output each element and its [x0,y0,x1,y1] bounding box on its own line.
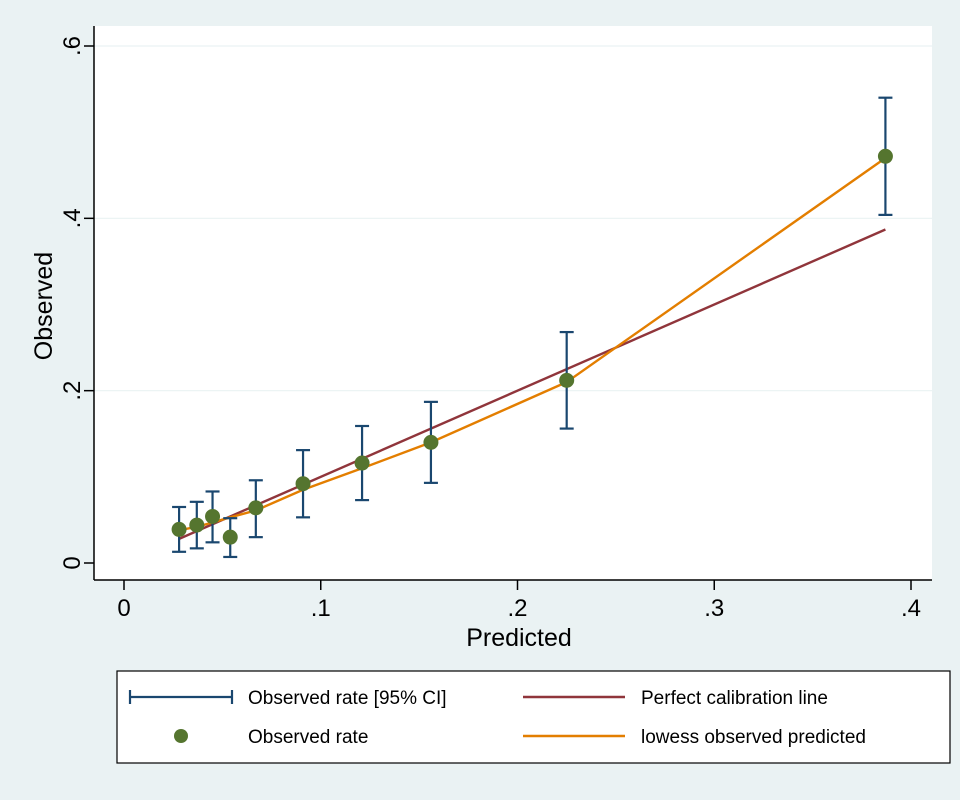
observed-point-4 [248,500,264,516]
x-axis-title: Predicted [466,624,572,652]
legend: Observed rate [95% CI] Observed rate Perfe… [116,670,951,764]
y-tick-label-3: .6 [59,36,86,56]
x-tick-label-1: .1 [311,595,331,622]
legend-item-lowess: lowess observed predicted [523,727,866,748]
observed-point-1 [189,517,205,533]
legend-item-observed-rate: Observed rate [174,727,368,748]
observed-point-8 [559,372,575,388]
x-tick-label-4: .4 [901,595,921,622]
legend-point-symbol [174,729,188,743]
observed-point-9 [877,148,893,164]
x-tick-label-0: 0 [117,595,130,622]
axes: 0 .1 .2 .3 .4 0 .2 .4 .6 [59,26,932,622]
plot-area [94,26,932,580]
x-tick-label-2: .2 [507,595,527,622]
observed-point-7 [423,434,439,450]
y-tick-label-0: 0 [59,556,86,569]
observed-point-2 [205,508,221,524]
legend-box [116,670,951,764]
legend-label-observed-rate: Observed rate [248,727,368,748]
lowess-line [178,157,887,532]
y-tick-label-2: .4 [59,208,86,228]
observed-point-6 [354,455,370,471]
x-tick-label-3: .3 [704,595,724,622]
y-axis-title: Observed [30,252,58,360]
observed-point-0 [171,521,187,537]
legend-item-ci: Observed rate [95% CI] [128,688,447,709]
legend-label-lowess: lowess observed predicted [641,727,866,748]
observed-point-3 [222,529,238,545]
observed-rate-series [171,148,893,545]
legend-label-perfect: Perfect calibration line [641,688,828,709]
legend-item-perfect-calibration: Perfect calibration line [523,688,828,709]
grid-lines [94,45,932,392]
y-tick-label-1: .2 [59,381,86,401]
legend-label-ci: Observed rate [95% CI] [248,688,447,709]
observed-point-5 [295,476,311,492]
lowess-series [178,157,887,532]
